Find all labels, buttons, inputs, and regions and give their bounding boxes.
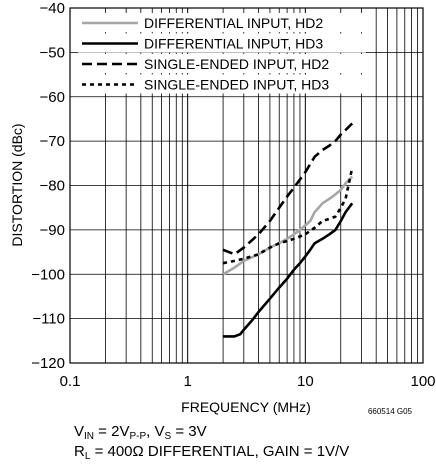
x-tick-label: 0.1 bbox=[60, 373, 81, 390]
x-tick-label: 10 bbox=[297, 373, 314, 390]
rl-value-and-gain: = 400Ω DIFFERENTIAL, GAIN = 1V/V bbox=[90, 443, 350, 460]
y-axis-label: DISTORTION (dBc) bbox=[9, 123, 25, 246]
legend-label-4: SINGLE-ENDED INPUT, HD3 bbox=[144, 77, 329, 93]
series-layer bbox=[222, 122, 354, 338]
vin-unit-subscript: P-P bbox=[129, 431, 147, 442]
x-axis-label: FREQUENCY (MHz) bbox=[181, 399, 311, 415]
vin-value: = 2V bbox=[94, 423, 130, 440]
test-conditions-line-1: VIN = 2VP-P, VS = 3V bbox=[74, 423, 207, 446]
distortion-chart: −120 −110 −100 −90 −80 −70 −60 −50 −40 0.1 1 10 100… bbox=[9, 0, 436, 416]
y-tick-label: −70 bbox=[40, 133, 65, 150]
vin-subscript: IN bbox=[84, 431, 95, 442]
vs-subscript: S bbox=[164, 431, 172, 442]
x-tick-label: 1 bbox=[183, 373, 191, 390]
legend-entry-background bbox=[78, 54, 366, 73]
series-line-2 bbox=[223, 202, 354, 338]
test-conditions-line-2: RL = 400Ω DIFFERENTIAL, GAIN = 1V/V bbox=[74, 443, 349, 466]
x-tick-labels: 0.1 1 10 100 bbox=[60, 373, 436, 390]
vs-symbol: , V bbox=[146, 423, 165, 440]
y-tick-label: −100 bbox=[31, 266, 65, 283]
plot-area-border bbox=[69, 7, 424, 364]
legend-label-3: SINGLE-ENDED INPUT, HD2 bbox=[144, 56, 329, 72]
legend: DIFFERENTIAL INPUT, HD2 DIFFERENTIAL INPU… bbox=[78, 13, 366, 94]
series-line-4 bbox=[222, 167, 354, 265]
figure-id: 660514 G05 bbox=[368, 407, 413, 416]
rl-subscript: L bbox=[84, 451, 91, 462]
y-tick-label: −50 bbox=[40, 44, 65, 61]
y-tick-label: −60 bbox=[40, 89, 65, 106]
vs-value: = 3V bbox=[171, 423, 207, 440]
y-tick-labels: −120 −110 −100 −90 −80 −70 −60 −50 −40 bbox=[31, 0, 65, 372]
y-tick-label: −80 bbox=[40, 178, 65, 195]
legend-label-2: DIFFERENTIAL INPUT, HD3 bbox=[144, 36, 323, 52]
series-line-3 bbox=[222, 122, 354, 256]
legend-entry-background bbox=[78, 33, 366, 53]
legend-entry-background bbox=[78, 13, 366, 32]
legend-label-1: DIFFERENTIAL INPUT, HD2 bbox=[144, 15, 323, 31]
y-tick-label: −110 bbox=[32, 311, 65, 328]
y-tick-label: −40 bbox=[40, 0, 65, 17]
rl-symbol: R bbox=[74, 443, 85, 460]
vin-symbol: V bbox=[74, 423, 85, 440]
y-tick-label: −90 bbox=[40, 222, 65, 239]
y-tick-label: −120 bbox=[31, 355, 65, 372]
x-tick-label: 100 bbox=[410, 373, 435, 390]
legend-entry-background bbox=[78, 74, 366, 94]
